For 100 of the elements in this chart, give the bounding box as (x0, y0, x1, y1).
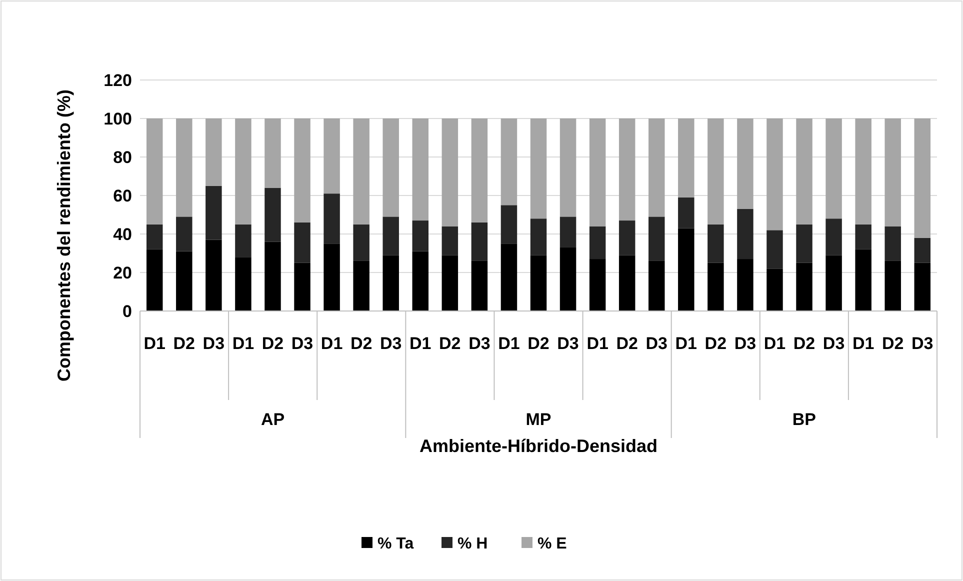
bar (708, 224, 724, 263)
bar (412, 220, 429, 252)
x-tick-label: D2 (350, 334, 372, 353)
bar (382, 118, 399, 217)
bar (530, 255, 547, 311)
bar (708, 118, 724, 224)
bar (589, 226, 606, 260)
bar (796, 262, 812, 311)
legend-label: % Ta (378, 536, 414, 553)
bar (176, 118, 192, 217)
bar (206, 240, 222, 311)
x-tick-label: D1 (232, 334, 254, 353)
bar (589, 118, 606, 226)
x-tick-label: D1 (410, 334, 432, 353)
y-tick-label: 120 (104, 70, 132, 90)
bar (766, 118, 783, 230)
bar (264, 242, 281, 311)
bar (855, 118, 872, 224)
bar (382, 255, 399, 311)
x-tick-label: D1 (675, 334, 698, 353)
bar (500, 244, 518, 311)
y-tick-label: 100 (104, 109, 132, 128)
bar (678, 228, 694, 311)
bar (826, 118, 842, 219)
x-tick-label: D1 (586, 334, 608, 353)
bar (737, 208, 754, 260)
x-tick-label: D3 (291, 334, 314, 353)
bar (766, 268, 783, 311)
bar (294, 222, 310, 263)
x-tick-label: D3 (202, 334, 225, 353)
bar (353, 224, 370, 261)
bar (826, 218, 842, 256)
bar (353, 260, 370, 311)
bar (264, 188, 281, 242)
bar (206, 118, 222, 186)
y-tick-label: 80 (113, 148, 132, 167)
bar (648, 118, 665, 217)
bar (648, 260, 665, 311)
bar (855, 224, 872, 250)
text: MP (526, 410, 552, 429)
x-axis-title: Ambiente-Híbrido-Densidad (419, 436, 658, 456)
bar (353, 118, 370, 224)
bar (648, 216, 665, 261)
bar (500, 205, 518, 244)
bar (412, 251, 429, 311)
x-tick-label: D2 (528, 334, 550, 353)
bar (264, 118, 281, 188)
bar (914, 238, 931, 263)
bar (678, 118, 694, 198)
bar (500, 118, 518, 206)
bar (618, 118, 636, 221)
bar (708, 262, 724, 311)
x-tick-label: D3 (557, 334, 579, 353)
bar (235, 224, 252, 258)
bar (914, 118, 931, 238)
bar (471, 118, 488, 222)
legend-label: % E (538, 536, 568, 553)
bar (471, 260, 488, 311)
x-tick-label: D1 (320, 334, 343, 353)
bar (442, 118, 458, 226)
bar (737, 118, 754, 209)
bar (442, 255, 458, 311)
bar (796, 224, 812, 263)
bar (235, 257, 252, 311)
legend-label: % H (458, 536, 488, 553)
bar (324, 194, 340, 244)
bar (324, 118, 340, 194)
bar (766, 230, 783, 269)
bar (796, 118, 812, 224)
x-tick-label: D2 (616, 334, 638, 353)
x-tick-label: D2 (262, 334, 284, 353)
bar (206, 186, 222, 240)
bar (618, 255, 636, 311)
x-tick-label: D1 (498, 334, 520, 353)
x-tick-label: D3 (734, 334, 756, 353)
x-tick-label: D3 (380, 334, 402, 353)
y-axis-title: Componentes del rendimiento (%) (54, 89, 74, 382)
bar (618, 220, 636, 256)
x-tick-label: D2 (704, 334, 727, 353)
x-tick-label: D2 (439, 334, 461, 353)
x-tick-label: D2 (793, 334, 816, 353)
bar (884, 118, 901, 226)
x-tick-label: D3 (912, 334, 934, 353)
bar (324, 244, 340, 311)
bar (884, 260, 901, 311)
y-tick-label: 20 (113, 263, 132, 282)
x-tick-label: D3 (468, 334, 490, 353)
x-tick-label: D1 (764, 334, 786, 353)
bar (530, 218, 547, 256)
bar (826, 255, 842, 311)
bar (560, 247, 576, 311)
text: AP (261, 410, 285, 429)
bar (294, 262, 310, 311)
bar (382, 216, 399, 256)
bar (412, 118, 429, 221)
bar (176, 216, 192, 252)
bar (855, 249, 872, 311)
bar (589, 259, 606, 311)
x-tick-label: D1 (852, 334, 874, 353)
x-tick-label: D3 (822, 334, 845, 353)
